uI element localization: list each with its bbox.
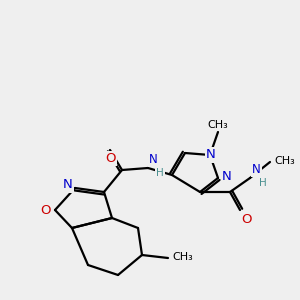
Text: CH₃: CH₃	[208, 120, 228, 130]
Text: O: O	[241, 213, 251, 226]
Text: N: N	[222, 170, 232, 184]
Text: O: O	[105, 152, 115, 165]
Text: CH₃: CH₃	[274, 156, 295, 166]
Text: N: N	[206, 148, 216, 161]
Text: N: N	[63, 178, 73, 191]
Text: H: H	[259, 178, 267, 188]
Text: H: H	[156, 168, 164, 178]
Text: CH₃: CH₃	[172, 252, 193, 262]
Text: O: O	[40, 203, 51, 217]
Text: N: N	[252, 163, 261, 176]
Text: N: N	[149, 153, 158, 166]
